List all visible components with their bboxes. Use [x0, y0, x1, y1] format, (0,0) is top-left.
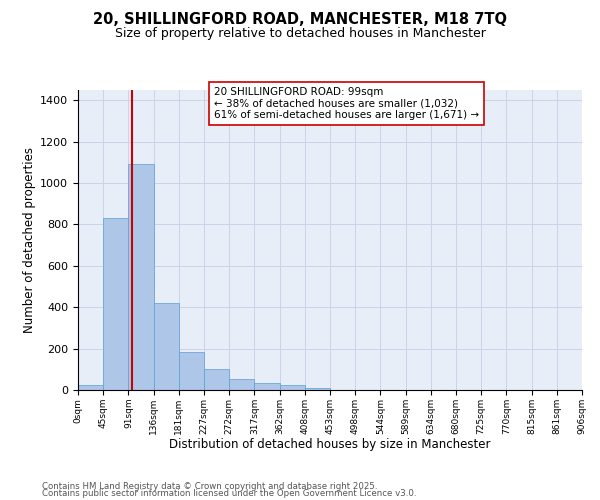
Bar	[305, 388, 330, 390]
Bar	[78, 385, 103, 390]
Text: Size of property relative to detached houses in Manchester: Size of property relative to detached ho…	[115, 28, 485, 40]
Bar	[128, 164, 154, 390]
X-axis label: Distribution of detached houses by size in Manchester: Distribution of detached houses by size …	[169, 438, 491, 451]
Bar	[103, 218, 128, 390]
Text: Contains public sector information licensed under the Open Government Licence v3: Contains public sector information licen…	[42, 490, 416, 498]
Bar	[229, 378, 254, 390]
Text: 20 SHILLINGFORD ROAD: 99sqm
← 38% of detached houses are smaller (1,032)
61% of : 20 SHILLINGFORD ROAD: 99sqm ← 38% of det…	[214, 87, 479, 120]
Bar	[179, 352, 204, 390]
Y-axis label: Number of detached properties: Number of detached properties	[23, 147, 36, 333]
Bar	[254, 383, 280, 390]
Text: Contains HM Land Registry data © Crown copyright and database right 2025.: Contains HM Land Registry data © Crown c…	[42, 482, 377, 491]
Text: 20, SHILLINGFORD ROAD, MANCHESTER, M18 7TQ: 20, SHILLINGFORD ROAD, MANCHESTER, M18 7…	[93, 12, 507, 28]
Bar	[280, 385, 305, 390]
Bar	[154, 303, 179, 390]
Bar	[204, 370, 229, 390]
